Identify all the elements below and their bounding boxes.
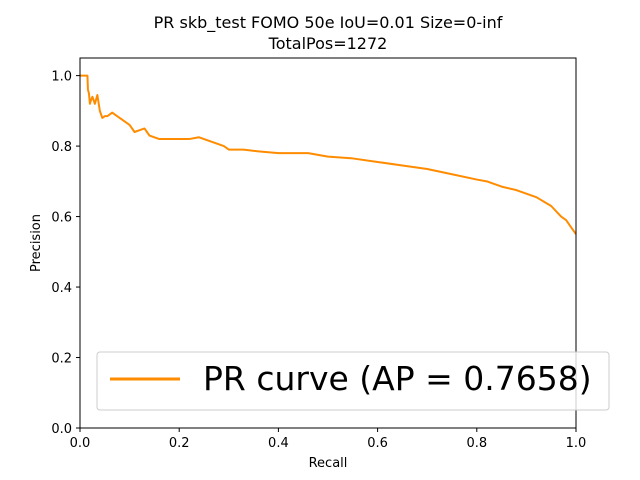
- x-tick-label: 1.0: [566, 436, 587, 451]
- y-axis-label: Precision: [29, 214, 44, 272]
- y-tick-label: 0.0: [51, 422, 72, 437]
- x-tick-label: 0.4: [268, 436, 289, 451]
- y-tick-label: 0.2: [51, 352, 72, 367]
- y-tick-label: 0.6: [51, 211, 72, 226]
- x-tick-label: 0.2: [169, 436, 190, 451]
- chart-title: PR skb_test FOMO 50e IoU=0.01 Size=0-inf: [154, 13, 503, 33]
- x-tick-label: 0.6: [367, 436, 388, 451]
- x-axis: 0.0 0.2 0.4 0.6 0.8 1.0: [70, 428, 587, 451]
- legend: PR curve (AP = 0.7658): [96, 351, 610, 411]
- plot-area: [80, 74, 577, 235]
- legend-label: PR curve (AP = 0.7658): [203, 359, 592, 398]
- y-tick-label: 1.0: [51, 70, 72, 85]
- y-axis: 0.0 0.2 0.4 0.6 0.8 1.0: [51, 70, 80, 437]
- chart-subtitle: TotalPos=1272: [268, 34, 388, 53]
- series-line-0: [80, 74, 577, 235]
- y-tick-label: 0.8: [51, 140, 72, 155]
- x-axis-label: Recall: [309, 456, 348, 471]
- x-tick-label: 0.8: [466, 436, 487, 451]
- y-tick-label: 0.4: [51, 281, 72, 296]
- x-tick-label: 0.0: [70, 436, 91, 451]
- axes-frame: [79, 57, 577, 429]
- legend-box: [96, 351, 610, 411]
